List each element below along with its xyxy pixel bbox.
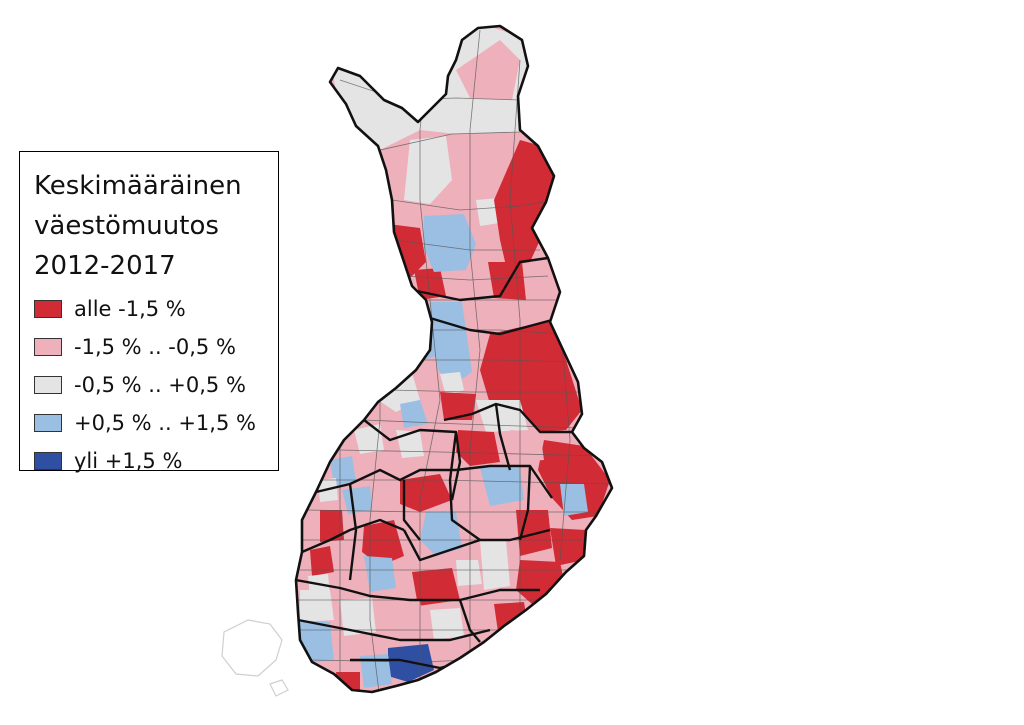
legend-title: Keskimääräinen väestömuutos 2012-2017	[34, 166, 278, 286]
legend-item-growth: +0,5 % .. +1,5 %	[34, 404, 278, 442]
legend-label: +0,5 % .. +1,5 %	[74, 411, 256, 435]
legend-label: alle -1,5 %	[74, 297, 186, 321]
legend-swatch	[34, 338, 62, 356]
legend-label: -0,5 % .. +0,5 %	[74, 373, 246, 397]
legend-title-line-2: väestömuutos	[34, 211, 219, 241]
legend: Keskimääräinen väestömuutos 2012-2017 al…	[19, 151, 279, 473]
legend-label: -1,5 % .. -0,5 %	[74, 335, 236, 359]
legend-swatch	[34, 414, 62, 432]
legend-title-line-3: 2012-2017	[34, 251, 176, 281]
legend-item-growth-strong: yli +1,5 %	[34, 442, 278, 480]
legend-swatch	[34, 300, 62, 318]
legend-item-stable: -0,5 % .. +0,5 %	[34, 366, 278, 404]
legend-item-decline-strong: alle -1,5 %	[34, 290, 278, 328]
legend-swatch	[34, 452, 62, 470]
legend-item-decline: -1,5 % .. -0,5 %	[34, 328, 278, 366]
legend-swatch	[34, 376, 62, 394]
legend-label: yli +1,5 %	[74, 449, 183, 473]
legend-title-line-1: Keskimääräinen	[34, 171, 242, 201]
